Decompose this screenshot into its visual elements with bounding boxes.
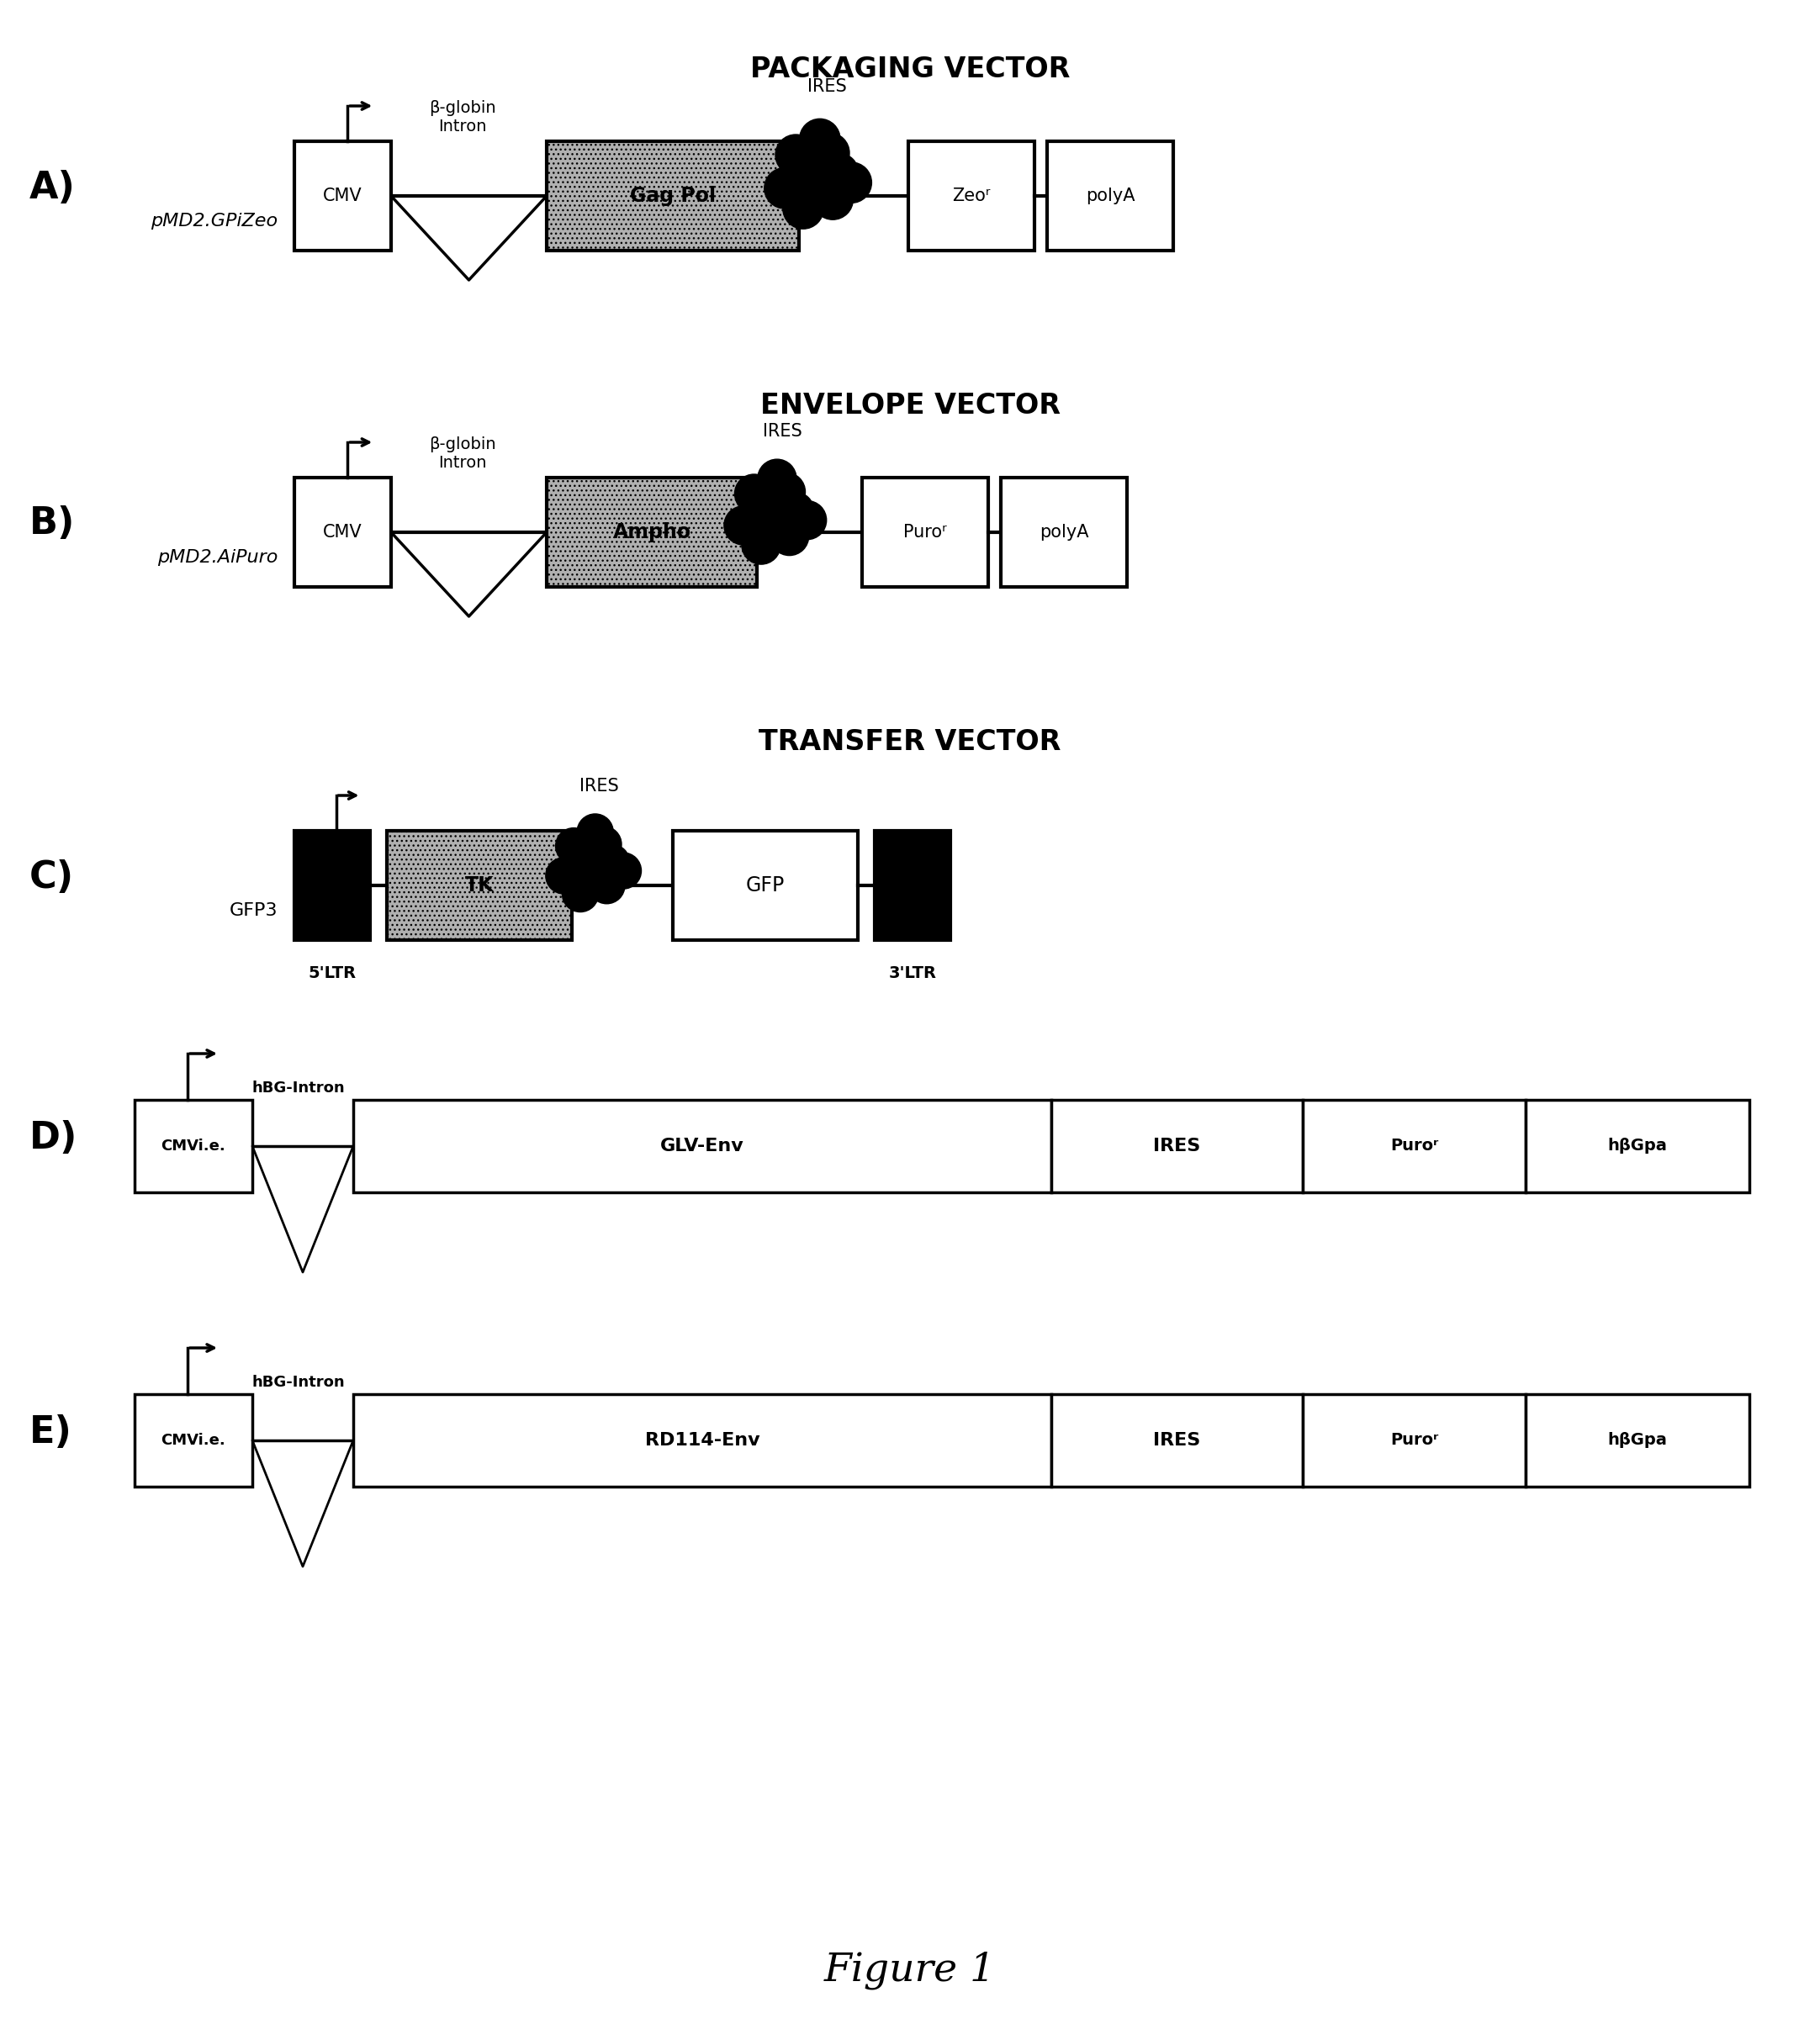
FancyBboxPatch shape	[1052, 1100, 1303, 1193]
FancyBboxPatch shape	[295, 477, 391, 586]
Text: Zeoʳ: Zeoʳ	[952, 187, 990, 205]
Text: E): E)	[29, 1414, 73, 1451]
Text: A): A)	[29, 170, 76, 205]
FancyBboxPatch shape	[1052, 1394, 1303, 1487]
FancyBboxPatch shape	[135, 1100, 253, 1193]
Text: Puroʳ: Puroʳ	[1390, 1138, 1438, 1155]
FancyBboxPatch shape	[863, 477, 988, 586]
Text: Puroʳ: Puroʳ	[903, 523, 946, 540]
Circle shape	[555, 828, 592, 864]
FancyBboxPatch shape	[908, 142, 1034, 250]
Text: CMVi.e.: CMVi.e.	[162, 1432, 226, 1449]
Text: IRES: IRES	[1154, 1138, 1201, 1155]
FancyBboxPatch shape	[546, 142, 799, 250]
Circle shape	[724, 505, 763, 546]
FancyBboxPatch shape	[135, 1394, 253, 1487]
FancyBboxPatch shape	[875, 830, 950, 939]
Text: IRES: IRES	[579, 777, 619, 795]
Text: hβGpa: hβGpa	[1607, 1432, 1667, 1449]
FancyBboxPatch shape	[1525, 1394, 1749, 1487]
Circle shape	[570, 844, 606, 881]
Text: ENVELOPE VECTOR: ENVELOPE VECTOR	[761, 392, 1059, 420]
Circle shape	[743, 526, 781, 564]
Circle shape	[766, 473, 804, 511]
Text: C): C)	[29, 858, 75, 895]
Text: GLV-Env: GLV-Env	[661, 1138, 744, 1155]
Text: β-globin
Intron: β-globin Intron	[430, 99, 497, 134]
Text: TRANSFER VECTOR: TRANSFER VECTOR	[759, 728, 1061, 757]
Text: D): D)	[29, 1120, 78, 1157]
FancyBboxPatch shape	[1303, 1100, 1525, 1193]
Text: Gag Pol: Gag Pol	[630, 187, 715, 207]
FancyBboxPatch shape	[1046, 142, 1174, 250]
Circle shape	[792, 152, 834, 193]
Text: CMV: CMV	[324, 523, 362, 540]
Text: B): B)	[29, 505, 75, 542]
Text: TK: TK	[464, 874, 493, 895]
Circle shape	[764, 168, 804, 209]
FancyBboxPatch shape	[1001, 477, 1127, 586]
Circle shape	[817, 152, 859, 193]
Text: hBG-Intron: hBG-Intron	[251, 1081, 346, 1096]
Text: IRES: IRES	[763, 422, 803, 440]
Text: pMD2.AiPuro: pMD2.AiPuro	[157, 550, 277, 566]
Text: 5'LTR: 5'LTR	[308, 966, 357, 982]
Text: PACKAGING VECTOR: PACKAGING VECTOR	[750, 57, 1070, 83]
Text: GFP3: GFP3	[229, 903, 277, 919]
FancyBboxPatch shape	[353, 1100, 1052, 1193]
Text: IRES: IRES	[1154, 1432, 1201, 1449]
Text: Figure 1: Figure 1	[824, 1952, 996, 1988]
Circle shape	[775, 491, 814, 532]
FancyBboxPatch shape	[295, 142, 391, 250]
Circle shape	[832, 162, 872, 203]
Circle shape	[546, 858, 582, 895]
FancyBboxPatch shape	[388, 830, 571, 939]
Circle shape	[577, 814, 613, 850]
FancyBboxPatch shape	[295, 830, 369, 939]
Text: 3'LTR: 3'LTR	[888, 966, 937, 982]
Text: Ampho: Ampho	[613, 521, 692, 542]
Text: Puroʳ: Puroʳ	[1390, 1432, 1438, 1449]
Text: GFP: GFP	[746, 874, 784, 895]
FancyBboxPatch shape	[673, 830, 857, 939]
Text: β-globin
Intron: β-globin Intron	[430, 436, 497, 471]
Text: pMD2.GPiZeo: pMD2.GPiZeo	[151, 213, 277, 229]
Circle shape	[588, 868, 624, 903]
Text: hβGpa: hβGpa	[1607, 1138, 1667, 1155]
Circle shape	[812, 179, 854, 219]
Circle shape	[735, 475, 774, 513]
Circle shape	[770, 517, 808, 556]
FancyBboxPatch shape	[353, 1394, 1052, 1487]
Circle shape	[586, 826, 621, 862]
Circle shape	[783, 189, 823, 229]
Circle shape	[799, 120, 841, 160]
Text: CMV: CMV	[324, 187, 362, 205]
FancyBboxPatch shape	[546, 477, 757, 586]
Circle shape	[788, 501, 826, 540]
Circle shape	[750, 491, 790, 532]
FancyBboxPatch shape	[1303, 1394, 1525, 1487]
Circle shape	[593, 844, 630, 881]
Text: hBG-Intron: hBG-Intron	[251, 1376, 346, 1390]
Circle shape	[775, 134, 815, 174]
FancyBboxPatch shape	[1525, 1100, 1749, 1193]
Text: IRES: IRES	[806, 79, 846, 95]
Circle shape	[562, 877, 599, 911]
Circle shape	[604, 852, 641, 889]
Text: CMVi.e.: CMVi.e.	[162, 1138, 226, 1155]
Circle shape	[808, 132, 850, 172]
Text: RD114-Env: RD114-Env	[644, 1432, 759, 1449]
Text: polyA: polyA	[1085, 187, 1134, 205]
Circle shape	[757, 459, 797, 497]
Text: polyA: polyA	[1039, 523, 1088, 540]
